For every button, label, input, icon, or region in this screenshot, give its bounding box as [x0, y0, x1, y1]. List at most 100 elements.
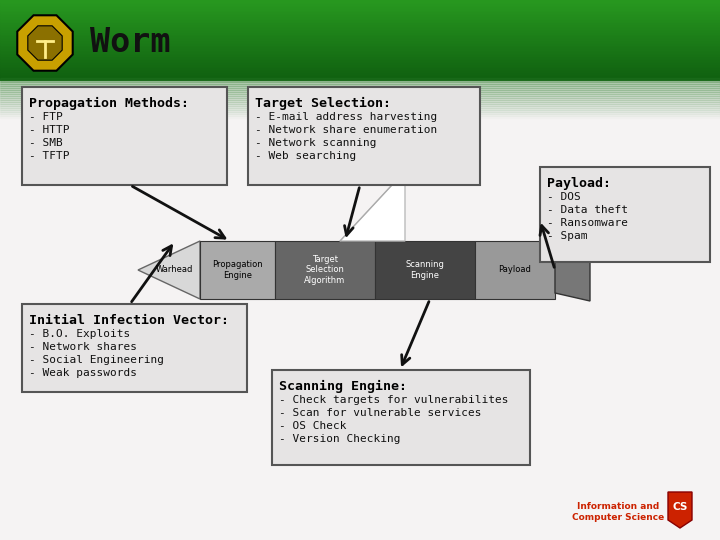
Bar	[0, 12, 720, 15]
Text: - B.O. Exploits: - B.O. Exploits	[29, 329, 130, 339]
Text: - E-mail address harvesting: - E-mail address harvesting	[255, 112, 437, 122]
Text: Target Selection:: Target Selection:	[255, 97, 391, 110]
FancyBboxPatch shape	[22, 87, 227, 185]
Bar	[0, 14, 720, 16]
Bar	[0, 68, 720, 70]
Text: - Ransomware: - Ransomware	[547, 218, 628, 228]
FancyBboxPatch shape	[248, 87, 480, 185]
Bar	[0, 76, 720, 78]
Text: - DOS: - DOS	[547, 192, 581, 202]
Bar	[0, 5, 720, 8]
Bar	[0, 74, 720, 77]
Text: - Version Checking: - Version Checking	[279, 434, 400, 444]
Text: - Check targets for vulnerabilites: - Check targets for vulnerabilites	[279, 395, 508, 405]
Bar	[0, 23, 720, 25]
Bar	[0, 71, 720, 73]
Bar	[0, 96, 720, 98]
Text: Worm: Worm	[90, 26, 171, 59]
Bar	[0, 1, 720, 3]
Text: - Spam: - Spam	[547, 231, 588, 241]
Text: CS: CS	[672, 502, 688, 512]
Text: Payload: Payload	[498, 266, 531, 274]
Text: - FTP: - FTP	[29, 112, 63, 122]
Bar	[275, 241, 375, 299]
Bar	[0, 60, 720, 63]
Bar	[0, 55, 720, 58]
Bar	[0, 10, 720, 13]
Bar	[0, 52, 720, 55]
Text: Propagation Methods:: Propagation Methods:	[29, 97, 189, 110]
Bar	[0, 45, 720, 48]
Text: Scanning
Engine: Scanning Engine	[405, 260, 444, 280]
Text: - Web searching: - Web searching	[255, 151, 356, 161]
Text: Scanning Engine:: Scanning Engine:	[279, 380, 407, 393]
Bar	[0, 20, 720, 22]
Text: Initial Infection Vector:: Initial Infection Vector:	[29, 314, 229, 327]
Bar	[200, 241, 275, 299]
Bar	[0, 90, 720, 92]
Bar	[0, 26, 720, 29]
Text: - Network scanning: - Network scanning	[255, 138, 377, 148]
Bar	[0, 44, 720, 46]
Bar	[475, 241, 555, 299]
Bar	[0, 57, 720, 59]
Bar	[0, 32, 720, 35]
Bar	[0, 98, 720, 100]
Bar	[0, 42, 720, 45]
Bar	[0, 70, 720, 72]
Text: - Network shares: - Network shares	[29, 342, 137, 352]
Text: Warhead: Warhead	[156, 266, 193, 274]
Bar	[0, 22, 720, 24]
Bar	[0, 34, 720, 37]
Bar	[0, 9, 720, 11]
Text: - Network share enumeration: - Network share enumeration	[255, 125, 437, 135]
Bar	[0, 28, 720, 30]
Bar	[0, 29, 720, 32]
Bar	[0, 80, 720, 540]
Polygon shape	[555, 239, 590, 301]
Text: - Social Engineering: - Social Engineering	[29, 355, 164, 365]
Bar	[0, 15, 720, 18]
Bar	[0, 86, 720, 88]
Text: Information and
Computer Science: Information and Computer Science	[572, 502, 664, 522]
Bar	[0, 88, 720, 90]
Bar	[0, 37, 720, 40]
FancyBboxPatch shape	[540, 167, 710, 262]
Bar	[0, 82, 720, 84]
Bar	[0, 36, 720, 38]
Bar	[0, 104, 720, 106]
Bar	[0, 110, 720, 112]
Bar	[0, 49, 720, 51]
Text: - OS Check: - OS Check	[279, 421, 346, 431]
Polygon shape	[668, 492, 692, 528]
Bar	[0, 92, 720, 94]
Bar	[0, 2, 720, 5]
Bar	[0, 100, 720, 102]
FancyBboxPatch shape	[22, 304, 247, 392]
Bar	[0, 31, 720, 33]
Bar	[0, 65, 720, 67]
Bar	[0, 62, 720, 64]
Bar	[0, 112, 720, 114]
Bar	[0, 106, 720, 108]
Bar	[0, 39, 720, 42]
Bar	[0, 4, 720, 6]
Text: - Weak passwords: - Weak passwords	[29, 368, 137, 378]
Text: Payload:: Payload:	[547, 177, 611, 190]
Bar	[0, 63, 720, 65]
Bar	[0, 84, 720, 86]
Bar	[0, 94, 720, 96]
Polygon shape	[340, 171, 405, 241]
Bar	[0, 0, 720, 2]
Bar	[0, 50, 720, 53]
Text: - HTTP: - HTTP	[29, 125, 70, 135]
Text: Propagation
Engine: Propagation Engine	[212, 260, 263, 280]
Bar	[0, 58, 720, 61]
Bar	[375, 241, 475, 299]
Bar	[0, 25, 720, 27]
Bar	[0, 18, 720, 21]
Bar	[0, 53, 720, 56]
Bar	[0, 72, 720, 75]
Bar	[0, 80, 720, 82]
Bar	[0, 108, 720, 110]
